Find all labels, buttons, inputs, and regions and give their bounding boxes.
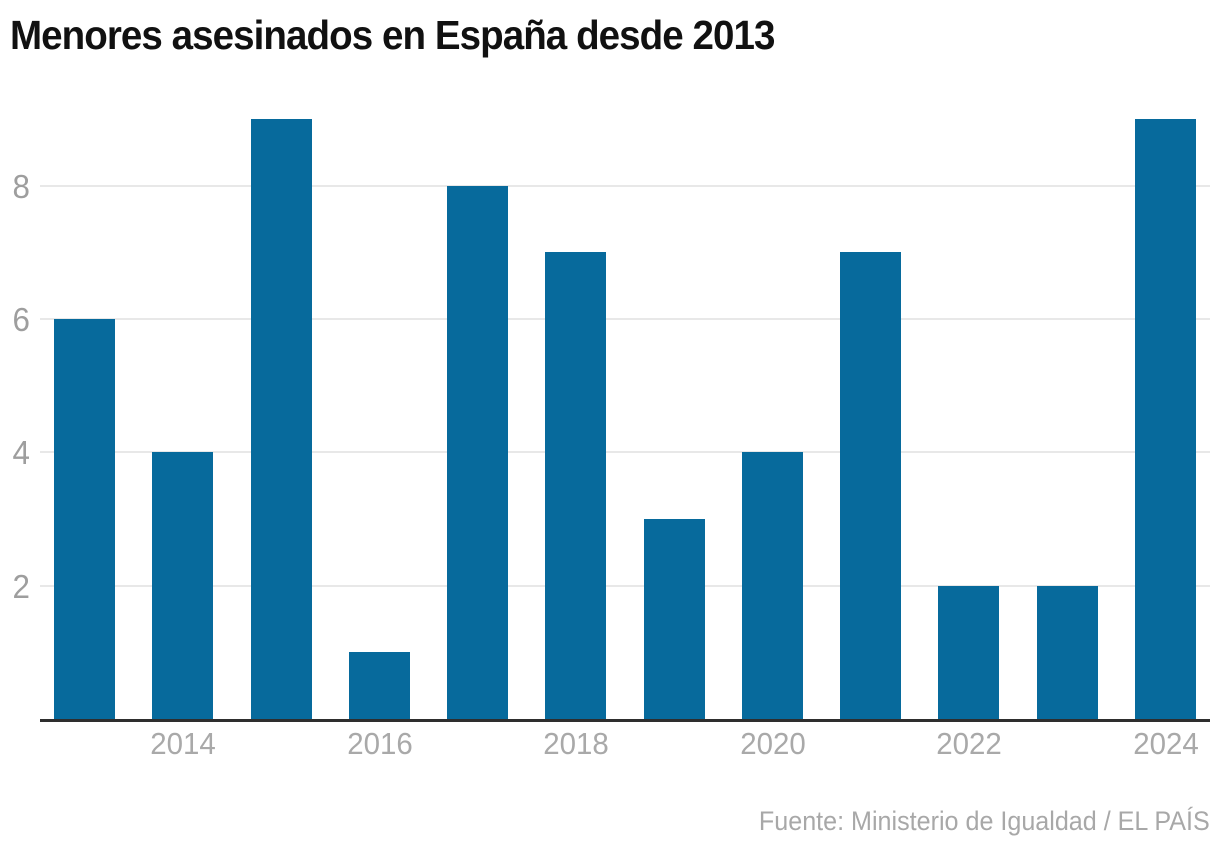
x-axis-tick-2018: 2018 <box>543 726 609 761</box>
gridline-y-6 <box>40 318 1210 320</box>
gridline-y-2 <box>40 585 1210 587</box>
x-axis-tick-2016: 2016 <box>347 726 413 761</box>
bar-2022 <box>938 586 1000 719</box>
bar-2014 <box>152 452 214 719</box>
bar-2017 <box>447 186 509 719</box>
bar-2018 <box>545 252 607 719</box>
bar-2021 <box>840 252 902 719</box>
bar-2020 <box>741 452 803 719</box>
chart-title: Menores asesinados en España desde 2013 <box>10 12 775 58</box>
x-axis-tick-2024: 2024 <box>1133 726 1199 761</box>
gridline-y-8 <box>40 185 1210 187</box>
bar-2024 <box>1134 119 1196 719</box>
x-axis-tick-2022: 2022 <box>936 726 1002 761</box>
bar-2016 <box>348 652 410 719</box>
x-axis-tick-2020: 2020 <box>740 726 806 761</box>
source-attribution: Fuente: Ministerio de Igualdad / EL PAÍS <box>759 806 1210 836</box>
bar-2019 <box>643 519 705 719</box>
bar-2013 <box>54 319 115 719</box>
y-axis-tick-4: 4 <box>12 434 30 471</box>
bar-2023 <box>1036 586 1098 719</box>
bar-2015 <box>250 119 312 719</box>
y-axis-tick-8: 8 <box>12 168 30 205</box>
x-axis-tick-2014: 2014 <box>150 726 216 761</box>
gridline-y-4 <box>40 451 1210 453</box>
y-axis-tick-6: 6 <box>12 301 30 338</box>
bars-container <box>40 99 1210 719</box>
y-axis-tick-2: 2 <box>12 568 30 605</box>
plot-area <box>40 99 1210 722</box>
